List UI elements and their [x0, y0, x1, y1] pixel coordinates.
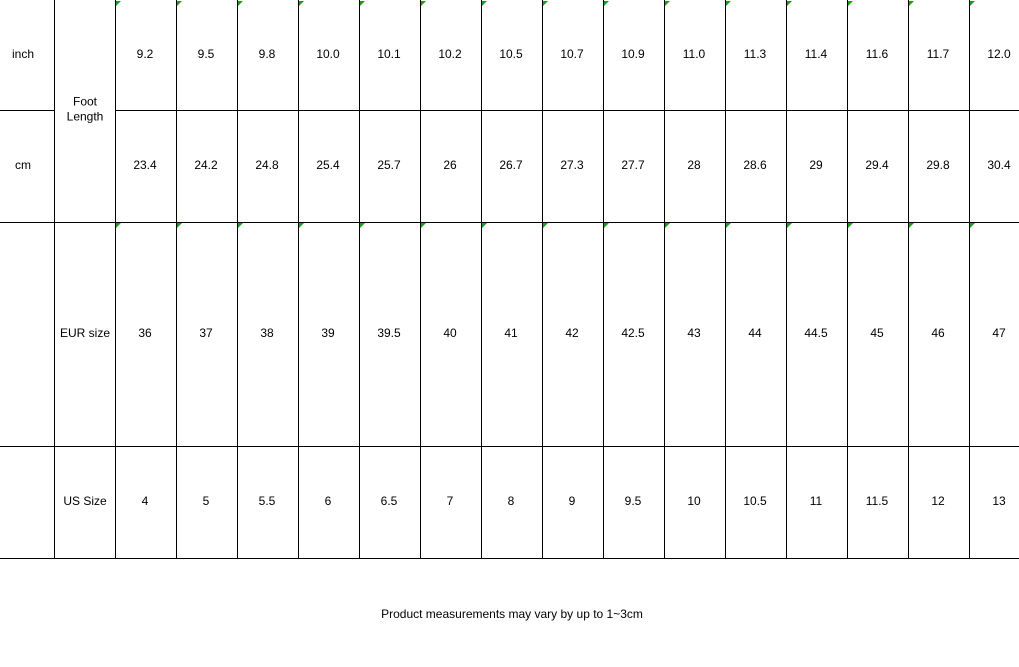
cell-marker	[482, 1, 487, 6]
cell-value: 10.7	[560, 47, 584, 61]
cell-value: 10.5	[499, 47, 523, 61]
cell-marker	[909, 1, 914, 6]
cell-marker	[848, 1, 853, 6]
cell-value: 38	[260, 326, 274, 340]
cell-value: 44.5	[804, 326, 828, 340]
cell-marker	[787, 223, 792, 228]
row-group-label: Foot Length	[67, 95, 104, 124]
cell-value: 11.0	[683, 47, 706, 61]
cell-value: 26	[443, 158, 457, 172]
cell-value: 45	[870, 326, 884, 340]
cell-value: 8	[508, 494, 515, 508]
cell-value: 41	[504, 326, 518, 340]
cell-marker	[543, 223, 548, 228]
cell-marker	[848, 223, 853, 228]
cell-value: 28.6	[743, 158, 767, 172]
cell-marker	[909, 223, 914, 228]
cell-marker	[970, 223, 975, 228]
cell-value: 6	[325, 494, 332, 508]
cell-marker	[360, 223, 365, 228]
cell-value: 11.4	[805, 47, 828, 61]
cell-value: 27.7	[621, 158, 645, 172]
cell-marker	[177, 223, 182, 228]
cell-marker	[726, 223, 731, 228]
cell-value: 25.7	[377, 158, 401, 172]
cell-value: 24.8	[255, 158, 279, 172]
cell-value: 10.1	[377, 47, 401, 61]
cell-value: 44	[748, 326, 762, 340]
cell-value: 42.5	[621, 326, 645, 340]
cell-value: 24.2	[194, 158, 218, 172]
cell-marker	[238, 1, 243, 6]
cell-value: 10.9	[621, 47, 645, 61]
cell-value: 11.5	[866, 494, 889, 508]
cell-value: 27.3	[560, 158, 584, 172]
cell-marker	[543, 1, 548, 6]
cell-value: 10.5	[743, 494, 767, 508]
cell-marker	[299, 1, 304, 6]
cell-value: 30.4	[987, 158, 1011, 172]
row-label: US Size	[63, 494, 107, 508]
cell-marker	[116, 1, 121, 6]
cell-marker	[665, 1, 670, 6]
cell-marker	[299, 223, 304, 228]
cell-value: 43	[687, 326, 701, 340]
cell-value: 40	[443, 326, 457, 340]
cell-value: 11.3	[744, 47, 767, 61]
cell-value: 26.7	[499, 158, 523, 172]
cell-marker	[604, 223, 609, 228]
cell-value: 29.4	[865, 158, 889, 172]
cell-marker	[665, 223, 670, 228]
cell-marker	[421, 223, 426, 228]
cell-value: 12	[931, 494, 945, 508]
cell-value: 28	[687, 158, 701, 172]
footer-note: Product measurements may vary by up to 1…	[381, 607, 643, 621]
row-label: inch	[12, 47, 34, 61]
cell-marker	[421, 1, 426, 6]
cell-value: 5	[203, 494, 210, 508]
cell-value: 29	[809, 158, 823, 172]
cell-value: 13	[992, 494, 1006, 508]
cell-value: 6.5	[381, 494, 398, 508]
cell-marker	[360, 1, 365, 6]
cell-value: 36	[138, 326, 152, 340]
cell-value: 23.4	[133, 158, 157, 172]
cell-value: 29.8	[926, 158, 950, 172]
cell-marker	[787, 1, 792, 6]
cell-marker	[238, 223, 243, 228]
cell-marker	[177, 1, 182, 6]
cell-value: 25.4	[316, 158, 340, 172]
cell-value: 10.0	[316, 47, 340, 61]
cell-value: 39.5	[377, 326, 401, 340]
row-label: cm	[15, 158, 31, 172]
cell-value: 9.8	[259, 47, 276, 61]
cell-marker	[726, 1, 731, 6]
cell-marker	[970, 1, 975, 6]
cell-marker	[604, 1, 609, 6]
cell-marker	[482, 223, 487, 228]
cell-value: 9.2	[137, 47, 154, 61]
cell-value: 11.7	[927, 47, 950, 61]
cell-value: 10	[687, 494, 701, 508]
cell-value: 11.6	[866, 47, 889, 61]
cell-value: 4	[142, 494, 149, 508]
cell-value: 7	[447, 494, 454, 508]
cell-value: 9.5	[198, 47, 215, 61]
cell-value: 37	[199, 326, 213, 340]
cell-value: 42	[565, 326, 579, 340]
cell-value: 9.5	[625, 494, 642, 508]
cell-value: 5.5	[259, 494, 276, 508]
cell-value: 11	[810, 494, 823, 508]
cell-value: 12.0	[987, 47, 1011, 61]
cell-value: 47	[992, 326, 1006, 340]
cell-marker	[116, 223, 121, 228]
cell-value: 39	[321, 326, 335, 340]
row-label: EUR size	[60, 326, 110, 340]
cell-value: 9	[569, 494, 576, 508]
cell-value: 10.2	[438, 47, 462, 61]
cell-value: 46	[931, 326, 945, 340]
